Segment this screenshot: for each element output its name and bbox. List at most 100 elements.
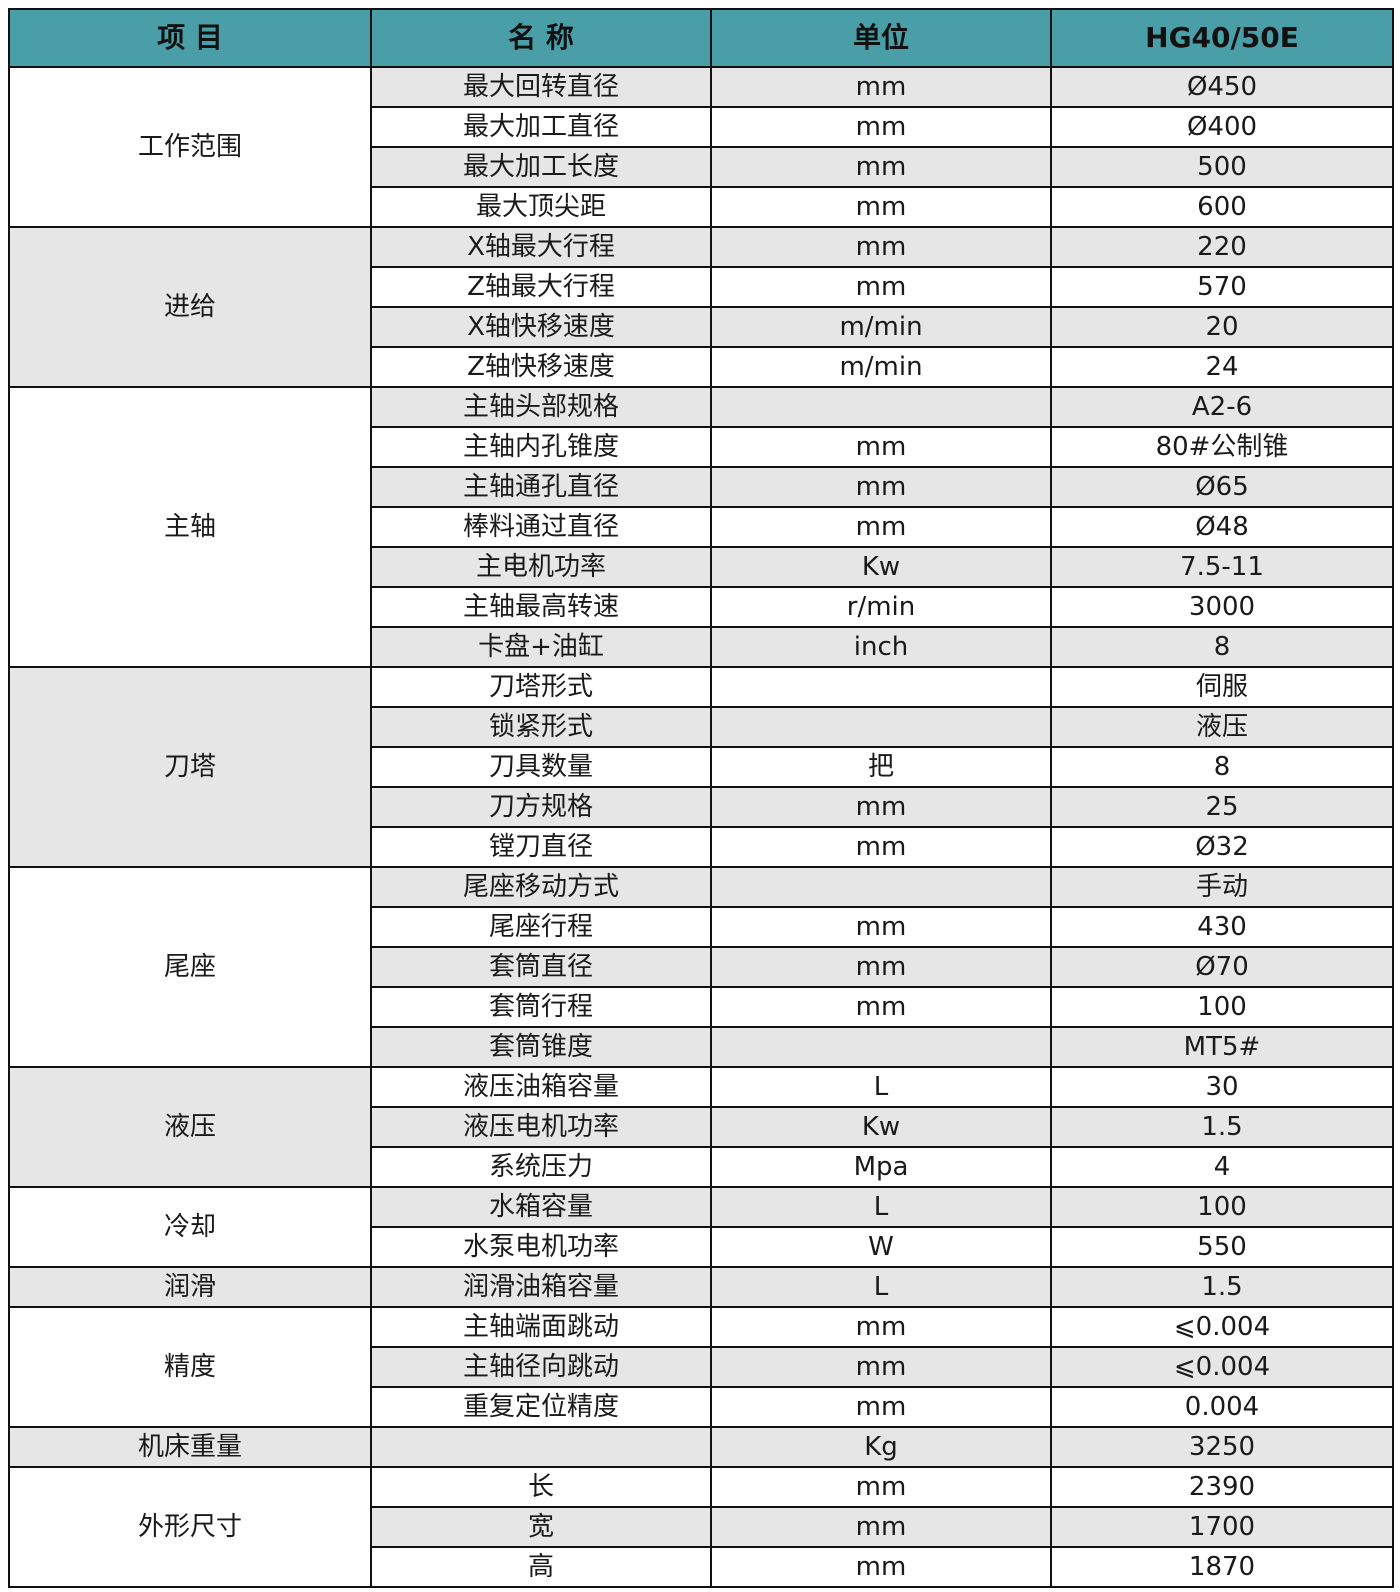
unit-cell: mm (710, 986, 1052, 1028)
value-cell: 液压 (1050, 706, 1394, 748)
unit-cell: mm (710, 1346, 1052, 1388)
name-cell: 液压油箱容量 (370, 1066, 712, 1108)
table-row: 进给 X轴最大行程 mm 220 (8, 226, 1394, 388)
category-cell: 主轴 (8, 386, 372, 668)
value-cell: 24 (1050, 346, 1394, 388)
table-row: 宽 mm 1700 (9, 1506, 1394, 1548)
unit-cell: Kw (710, 1106, 1052, 1148)
value-cell: 500 (1050, 146, 1394, 188)
table-row: 最大顶尖距 mm 600 (9, 186, 1394, 228)
name-cell: 主轴通孔直径 (370, 466, 712, 508)
value-cell: 1700 (1050, 1506, 1394, 1548)
value-cell: MT5# (1050, 1026, 1394, 1068)
value-cell: Ø70 (1050, 946, 1394, 988)
table-row: 液压电机功率 Kw 1.5 (9, 1106, 1394, 1148)
name-cell: 棒料通过直径 (370, 506, 712, 548)
unit-cell: L (710, 1266, 1052, 1308)
name-cell: 套筒行程 (370, 986, 712, 1028)
header-row: 项 目 名 称 单位 HG40/50E (8, 8, 1394, 68)
value-cell: 100 (1050, 1186, 1394, 1228)
name-cell: X轴最大行程 (370, 226, 712, 268)
table-row: 套筒锥度 MT5# (9, 1026, 1394, 1068)
unit-cell: L (710, 1066, 1052, 1108)
table-row: 系统压力 Mpa 4 (9, 1146, 1394, 1188)
table-row: 刀方规格 mm 25 (9, 786, 1394, 828)
value-cell: 600 (1050, 186, 1394, 228)
unit-cell: mm (710, 426, 1052, 468)
table-row: 外形尺寸长 mm 2390 (8, 1466, 1394, 1588)
unit-cell (710, 386, 1052, 428)
unit-cell: W (710, 1226, 1052, 1268)
value-cell: 1.5 (1050, 1266, 1394, 1308)
table-row: 高 mm 1870 (9, 1546, 1394, 1588)
category-cell: 机床重量 (8, 1426, 372, 1468)
name-cell: 宽 (370, 1506, 712, 1548)
unit-cell: mm (710, 1466, 1052, 1508)
category-cell: 精度 (8, 1306, 372, 1428)
header-name: 名 称 (370, 8, 712, 68)
header-model: HG40/50E (1050, 8, 1394, 68)
unit-cell: m/min (710, 346, 1052, 388)
name-cell: Z轴快移速度 (370, 346, 712, 388)
unit-cell: mm (710, 466, 1052, 508)
category-cell: 外形尺寸 (8, 1466, 372, 1588)
unit-cell: m/min (710, 306, 1052, 348)
value-cell: Ø32 (1050, 826, 1394, 868)
category-cell: 刀塔 (8, 666, 372, 868)
table-row: 主轴径向跳动 mm ⩽0.004 (9, 1346, 1394, 1388)
unit-cell: mm (710, 1506, 1052, 1548)
table-row: 主轴 主轴头部规格 A2-6 (8, 386, 1394, 668)
name-cell: 主轴内孔锥度 (370, 426, 712, 468)
name-cell: 最大顶尖距 (370, 186, 712, 228)
name-cell: 水泵电机功率 (370, 1226, 712, 1268)
value-cell: Ø450 (1050, 66, 1394, 108)
name-cell: 高 (370, 1546, 712, 1588)
value-cell: 4 (1050, 1146, 1394, 1188)
category-cell: 润滑 (8, 1266, 372, 1308)
value-cell: Ø48 (1050, 506, 1394, 548)
table-row: 锁紧形式 液压 (9, 706, 1394, 748)
value-cell: 手动 (1050, 866, 1394, 908)
table-row: 液压 液压油箱容量 L 30 (8, 1066, 1394, 1188)
unit-cell: 把 (710, 746, 1052, 788)
name-cell: 水箱容量 (370, 1186, 712, 1228)
name-cell: 润滑油箱容量 (370, 1266, 712, 1308)
value-cell: 1870 (1050, 1546, 1394, 1588)
name-cell: X轴快移速度 (370, 306, 712, 348)
name-cell: 重复定位精度 (370, 1386, 712, 1428)
table-row: 镗刀直径 mm Ø32 (9, 826, 1394, 868)
category-cell: 液压 (8, 1066, 372, 1188)
name-cell: 锁紧形式 (370, 706, 712, 748)
unit-cell: mm (710, 1306, 1052, 1348)
value-cell: 80#公制锥 (1050, 426, 1394, 468)
table-row: 棒料通过直径 mm Ø48 (9, 506, 1394, 548)
name-cell: 套筒锥度 (370, 1026, 712, 1068)
name-cell: 主轴头部规格 (370, 386, 712, 428)
table-row: 主电机功率 Kw 7.5-11 (9, 546, 1394, 588)
unit-cell: mm (710, 266, 1052, 308)
value-cell: 1.5 (1050, 1106, 1394, 1148)
table-row: 套筒行程 mm 100 (9, 986, 1394, 1028)
value-cell: 570 (1050, 266, 1394, 308)
value-cell: ⩽0.004 (1050, 1346, 1394, 1388)
category-cell: 进给 (8, 226, 372, 388)
value-cell: ⩽0.004 (1050, 1306, 1394, 1348)
value-cell: 2390 (1050, 1466, 1394, 1508)
unit-cell (710, 1026, 1052, 1068)
value-cell: 25 (1050, 786, 1394, 828)
unit-cell: mm (710, 506, 1052, 548)
name-cell: 套筒直径 (370, 946, 712, 988)
value-cell: 3000 (1050, 586, 1394, 628)
unit-cell: mm (710, 946, 1052, 988)
spec-table: 项 目 名 称 单位 HG40/50E 工作范围 最大回转直径 mm Ø450 最大加工… (8, 8, 1394, 1588)
table-row: 润滑 润滑油箱容量 L 1.5 (8, 1266, 1394, 1308)
unit-cell (710, 666, 1052, 708)
unit-cell: mm (710, 906, 1052, 948)
name-cell: 主轴端面跳动 (370, 1306, 712, 1348)
unit-cell: r/min (710, 586, 1052, 628)
value-cell: 伺服 (1050, 666, 1394, 708)
name-cell: 主电机功率 (370, 546, 712, 588)
table-row: 最大加工长度 mm 500 (9, 146, 1394, 188)
name-cell: 卡盘+油缸 (370, 626, 712, 668)
unit-cell: mm (710, 66, 1052, 108)
